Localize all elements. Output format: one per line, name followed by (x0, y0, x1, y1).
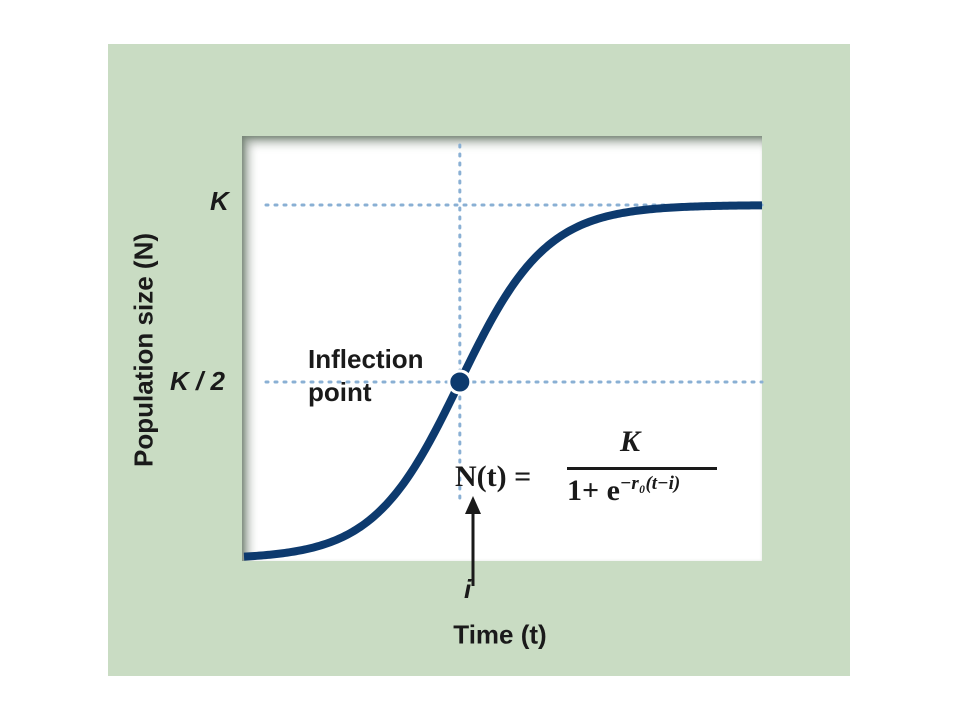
logistic-curve (243, 201, 763, 561)
x-tick-i: i (464, 574, 472, 604)
y-tick-K: K (210, 186, 229, 216)
x-axis-label: Time (t) (453, 619, 547, 650)
formula-exponent: −r₀(t−i) (619, 473, 681, 494)
formula-denominator-base: 1+ e (567, 474, 620, 507)
inflection-label: Inflection point (308, 344, 424, 407)
formula-fraction-bar (567, 467, 717, 470)
formula-numerator: K (620, 425, 641, 458)
formula-lhs: N(t) = (455, 460, 532, 493)
inflection-arrow (465, 496, 481, 586)
formula-denominator: 1+ e−r₀(t−i) (567, 473, 680, 508)
y-axis-label: Population size (N) (128, 233, 159, 467)
y-tick-K-half: K / 2 (170, 366, 225, 396)
inflection-point-marker (447, 369, 473, 395)
logistic-formula: N(t) = K 1+ e−r₀(t−i) (455, 425, 755, 525)
